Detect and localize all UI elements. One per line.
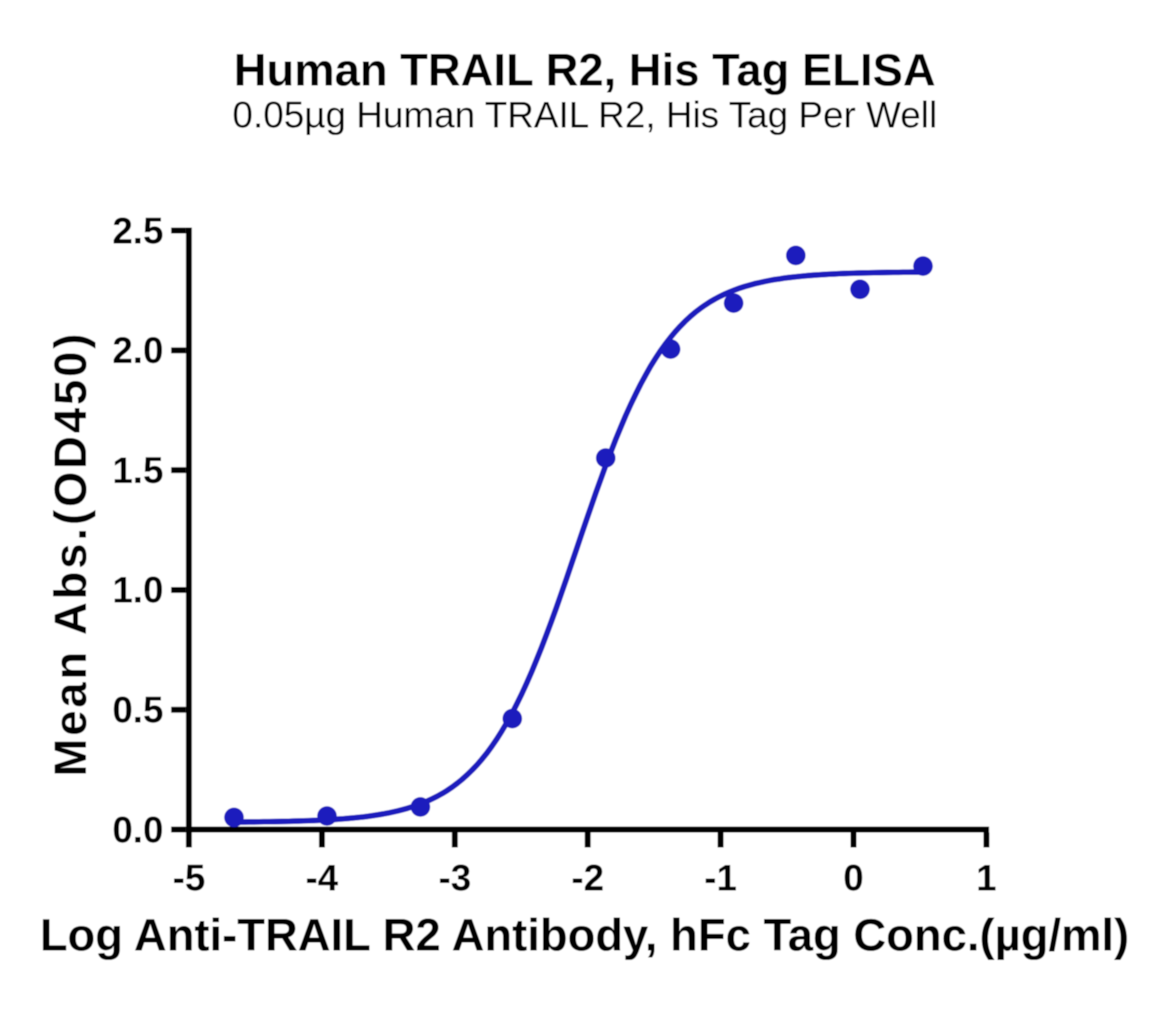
svg-text:0: 0 [843,858,863,899]
svg-text:1: 1 [976,858,996,899]
svg-text:2.5: 2.5 [112,210,163,251]
svg-text:2.0: 2.0 [112,330,163,371]
svg-text:1.0: 1.0 [112,570,163,611]
svg-text:Human TRAIL R2, His Tag ELISA: Human TRAIL R2, His Tag ELISA [234,44,936,95]
svg-text:-5: -5 [173,858,206,899]
svg-text:0.05µg Human TRAIL R2, His Tag: 0.05µg Human TRAIL R2, His Tag Per Well [232,95,937,136]
svg-text:Mean Abs.(OD450): Mean Abs.(OD450) [45,331,96,777]
svg-text:-3: -3 [438,858,471,899]
svg-text:-4: -4 [306,858,339,899]
svg-text:0.0: 0.0 [112,809,163,850]
svg-text:Log Anti-TRAIL R2 Antibody, hF: Log Anti-TRAIL R2 Antibody, hFc Tag Conc… [40,909,1129,960]
svg-text:-2: -2 [571,858,604,899]
svg-text:-1: -1 [704,858,737,899]
svg-text:1.5: 1.5 [112,450,163,491]
svg-text:0.5: 0.5 [112,690,163,731]
